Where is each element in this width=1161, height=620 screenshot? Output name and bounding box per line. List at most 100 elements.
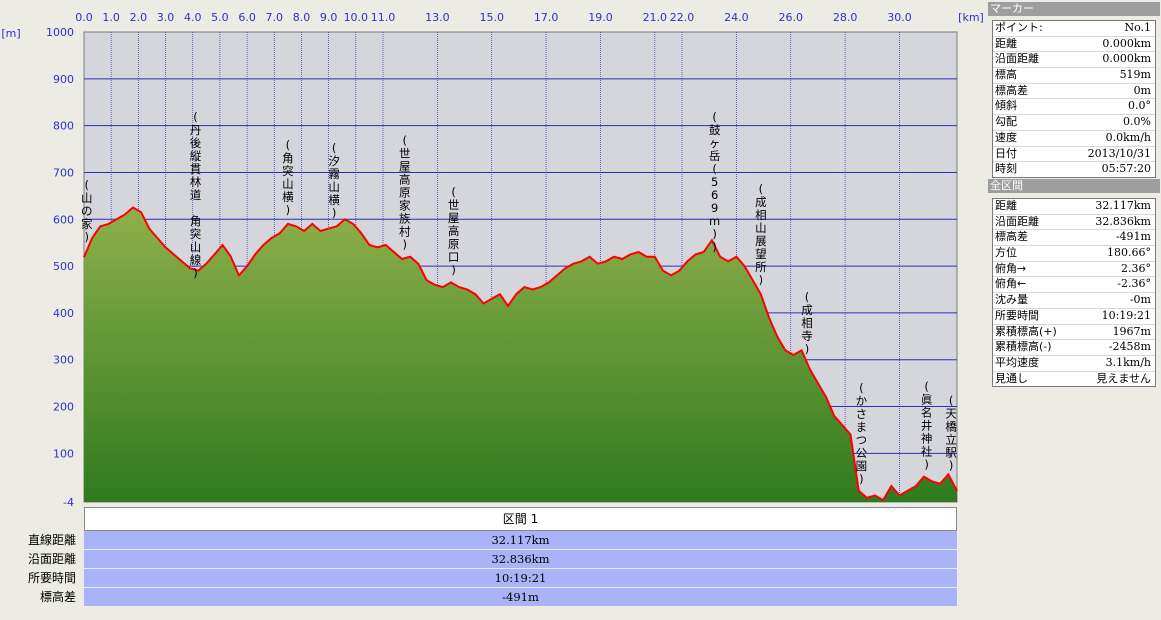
- y-tick-label: 200: [53, 401, 74, 414]
- summary-band: [84, 531, 957, 549]
- all-section-info-value: 2.36°: [1121, 261, 1151, 275]
- marker-info-row: 距離 0.000km: [993, 37, 1155, 53]
- y-tick-label: 1000: [46, 26, 74, 39]
- x-tick-label: 3.0: [157, 11, 175, 24]
- all-section-info-key: 沈み量: [995, 293, 1028, 307]
- all-section-info-row: 俯角→ 2.36°: [993, 262, 1155, 278]
- marker-info-key: 傾斜: [995, 99, 1017, 113]
- x-tick-label: 4.0: [184, 11, 202, 24]
- marker-info-value: 0.000km: [1102, 36, 1151, 50]
- marker-info-value: 519m: [1119, 68, 1151, 82]
- x-tick-label: 21.0: [643, 11, 668, 24]
- x-tick-label: 0.0: [75, 11, 93, 24]
- all-section-info-key: 俯角←: [995, 277, 1027, 291]
- marker-info-key: 速度: [995, 130, 1017, 144]
- all-section-info-key: 所要時間: [995, 308, 1039, 322]
- landmark-label: (山の家): [81, 178, 93, 244]
- all-section-info-value: 3.1km/h: [1105, 355, 1151, 369]
- info-sidebar: マーカー ポイント: No.1 距離 0.000km 沿面距離 0.000km 標高 519m…: [986, 0, 1161, 620]
- all-section-info-key: 平均速度: [995, 355, 1039, 369]
- elevation-area: [84, 207, 957, 502]
- x-tick-label: 7.0: [266, 11, 284, 24]
- marker-info-table: ポイント: No.1 距離 0.000km 沿面距離 0.000km 標高 519m 標高差 0m…: [992, 20, 1156, 178]
- all-section-info-table: 距離 32.117km 沿面距離 32.836km 標高差 -491m 方位 180.66° 俯…: [992, 198, 1156, 388]
- summary-label: 沿面距離: [27, 552, 76, 566]
- all-section-info-row: 平均速度 3.1km/h: [993, 356, 1155, 372]
- x-tick-label: 19.0: [588, 11, 613, 24]
- all-section-info-key: 標高差: [995, 230, 1028, 244]
- all-section-info-value: 見えません: [1096, 371, 1151, 385]
- elevation-profile-chart[interactable]: 1000 900 800 700 600 500 400 300 200 100 -4 0.0 1.0 2…: [0, 0, 984, 520]
- marker-info-row: 速度 0.0km/h: [993, 131, 1155, 147]
- section-header[interactable]: 区間 1: [84, 507, 957, 531]
- elevation-chart-svg[interactable]: 1000 900 800 700 600 500 400 300 200 100 -4 0.0 1.0 2…: [0, 0, 984, 520]
- all-section-info-row: 標高差 -491m: [993, 230, 1155, 247]
- all-section-info-key: 累積標高(-): [995, 340, 1052, 354]
- landmark-label: (丹後縦貫林道 角突山線): [190, 110, 202, 280]
- marker-info-row: 傾斜 0.0°: [993, 99, 1155, 116]
- landmark-label: (天橋立駅): [945, 394, 957, 473]
- all-section-info-row: 沿面距離 32.836km: [993, 215, 1155, 231]
- all-section-info-value: 10:19:21: [1101, 308, 1151, 322]
- all-section-info-row: 見通し 見えません: [993, 372, 1155, 387]
- x-tick-label: 9.0: [320, 11, 338, 24]
- all-section-info-row: 所要時間 10:19:21: [993, 309, 1155, 325]
- x-tick-label: 26.0: [778, 11, 803, 24]
- y-axis-unit-label: [m]: [1, 27, 20, 40]
- marker-info-row: 標高 519m: [993, 68, 1155, 84]
- y-tick-label: 900: [53, 73, 74, 86]
- marker-info-value: 0.0km/h: [1105, 130, 1151, 144]
- marker-info-value: 0.000km: [1102, 52, 1151, 66]
- all-section-info-value: -491m: [1115, 230, 1151, 244]
- summary-band: [84, 588, 957, 606]
- all-section-info-row: 累積標高(+) 1967m: [993, 325, 1155, 341]
- x-tick-label: 10.0: [344, 11, 369, 24]
- landmark-label: (かさまつ公園): [856, 381, 868, 486]
- x-tick-label: 15.0: [479, 11, 504, 24]
- x-tick-label: 2.0: [130, 11, 148, 24]
- y-tick-label: 600: [53, 213, 74, 226]
- landmark-label: (眞名井神社): [921, 379, 933, 471]
- y-tick-label: 400: [53, 307, 74, 320]
- landmark-label: (成相寺): [801, 290, 813, 356]
- all-section-info-row: 方位 180.66°: [993, 246, 1155, 262]
- landmark-label: (世屋高原家族村): [399, 133, 411, 251]
- x-axis-unit-label: [km]: [958, 11, 984, 24]
- marker-info-key: 標高: [995, 68, 1017, 82]
- x-tick-label: 6.0: [238, 11, 256, 24]
- y-tick-label: -4: [63, 496, 74, 509]
- x-tick-label: 13.0: [425, 11, 450, 24]
- marker-info-value: 0.0°: [1128, 99, 1151, 113]
- summary-value: 32.117km: [491, 533, 550, 547]
- all-section-info-key: 沿面距離: [995, 214, 1039, 228]
- marker-info-value: 0m: [1133, 83, 1151, 97]
- summary-value: 10:19:21: [494, 571, 547, 585]
- landmark-label: (汐霧山横): [328, 141, 340, 220]
- marker-info-key: 日付: [995, 146, 1017, 160]
- x-tick-label: 1.0: [102, 11, 120, 24]
- marker-info-row: 沿面距離 0.000km: [993, 52, 1155, 69]
- all-section-info-key: 見通し: [995, 371, 1028, 385]
- landmark-label: (角突山横): [282, 138, 294, 217]
- marker-info-row: 勾配 0.0%: [993, 115, 1155, 131]
- all-section-info-key: 累積標高(+): [995, 324, 1057, 338]
- landmark-label: (成相山展望所): [755, 182, 767, 287]
- marker-info-key: 標高差: [995, 83, 1028, 97]
- all-section-info-key: 俯角→: [995, 261, 1027, 275]
- all-section-panel-title: 全区間: [988, 179, 1160, 193]
- x-tick-label: 8.0: [293, 11, 311, 24]
- summary-value: -491m: [502, 590, 539, 604]
- elevation-line: [83, 206, 958, 502]
- marker-info-row: 日付 2013/10/31: [993, 147, 1155, 163]
- marker-info-value: 0.0%: [1123, 115, 1151, 129]
- marker-info-key: 沿面距離: [995, 52, 1039, 66]
- marker-info-value: No.1: [1124, 21, 1151, 34]
- x-tick-label: 5.0: [211, 11, 229, 24]
- marker-info-key: 時刻: [995, 162, 1017, 176]
- y-tick-label: 500: [53, 260, 74, 273]
- section-summary: 区間 1 直線距離 32.117km 沿面距離 32.836km 所要時間 10:19:2…: [0, 507, 984, 620]
- summary-label: 直線距離: [27, 533, 76, 547]
- summary-band: [84, 550, 957, 568]
- all-section-info-key: 方位: [995, 246, 1017, 260]
- marker-info-row: ポイント: No.1: [993, 21, 1155, 37]
